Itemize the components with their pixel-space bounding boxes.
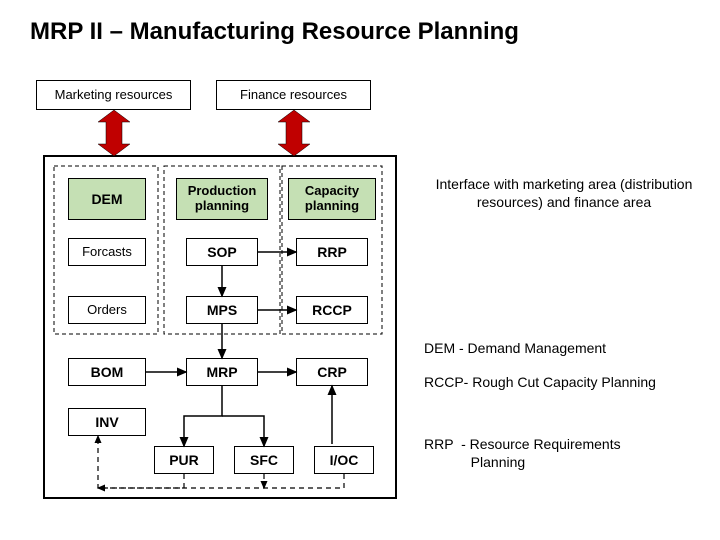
- node-label: MRP: [206, 364, 237, 380]
- node-label: PUR: [169, 452, 199, 468]
- legend-rccp: RCCP- Rough Cut Capacity Planning: [424, 374, 656, 392]
- node-capacity-planning: Capacityplanning: [288, 178, 376, 220]
- page-title: MRP II – Manufacturing Resource Planning: [30, 18, 519, 46]
- node-label: RCCP: [312, 302, 352, 318]
- node-finance-resources: Finance resources: [216, 80, 371, 110]
- node-mrp: MRP: [186, 358, 258, 386]
- node-pur: PUR: [154, 446, 214, 474]
- node-label: Productionplanning: [188, 184, 257, 214]
- node-label: RRP: [317, 244, 347, 260]
- node-label: SOP: [207, 244, 237, 260]
- node-crp: CRP: [296, 358, 368, 386]
- node-orders: Orders: [68, 296, 146, 324]
- node-label: DEM: [91, 191, 122, 207]
- legend-rrp: RRP - Resource Requirements Planning: [424, 436, 621, 471]
- node-production-planning: Productionplanning: [176, 178, 268, 220]
- node-label: I/OC: [330, 452, 359, 468]
- node-sop: SOP: [186, 238, 258, 266]
- legend-interface: Interface with marketing area (distribut…: [424, 176, 704, 211]
- node-rrp: RRP: [296, 238, 368, 266]
- node-ioc: I/OC: [314, 446, 374, 474]
- node-label: Capacityplanning: [305, 184, 359, 214]
- node-marketing-resources: Marketing resources: [36, 80, 191, 110]
- node-rccp: RCCP: [296, 296, 368, 324]
- node-label: Orders: [87, 303, 127, 318]
- node-mps: MPS: [186, 296, 258, 324]
- node-label: BOM: [91, 364, 124, 380]
- node-label: MPS: [207, 302, 237, 318]
- node-label: Forcasts: [82, 245, 132, 260]
- node-bom: BOM: [68, 358, 146, 386]
- node-label: SFC: [250, 452, 278, 468]
- node-label: CRP: [317, 364, 347, 380]
- node-dem: DEM: [68, 178, 146, 220]
- node-inv: INV: [68, 408, 146, 436]
- node-label: Marketing resources: [55, 88, 173, 103]
- node-forcasts: Forcasts: [68, 238, 146, 266]
- node-label: INV: [95, 414, 118, 430]
- node-label: Finance resources: [240, 88, 347, 103]
- legend-dem: DEM - Demand Management: [424, 340, 606, 358]
- node-sfc: SFC: [234, 446, 294, 474]
